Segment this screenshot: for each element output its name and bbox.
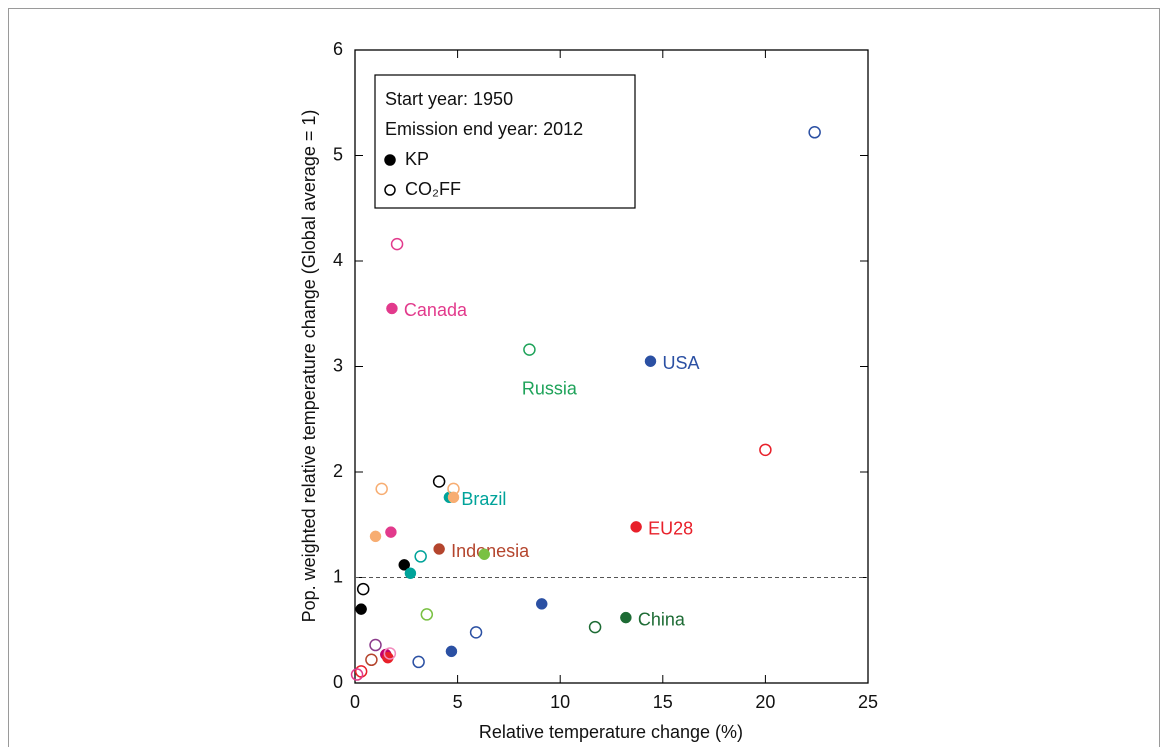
- point: [365, 653, 378, 667]
- x-tick-label: 25: [858, 692, 878, 712]
- point-label: Indonesia: [451, 541, 530, 561]
- legend-label: CO₂FF: [405, 179, 461, 199]
- point: [630, 521, 642, 533]
- point-label: USA: [662, 353, 699, 373]
- point-label: EU28: [648, 519, 693, 539]
- point: [386, 302, 398, 315]
- legend-note: Emission end year: 2012: [385, 119, 583, 139]
- point: [383, 647, 397, 660]
- point: [398, 559, 410, 571]
- y-axis-label: Pop. weighted relative temperature chang…: [299, 110, 319, 623]
- point: [355, 603, 367, 615]
- x-tick-label: 15: [653, 692, 673, 712]
- point: [523, 343, 536, 356]
- point: [644, 355, 657, 367]
- point: [385, 526, 397, 538]
- point: [447, 491, 460, 504]
- point: [478, 548, 491, 561]
- point: [808, 126, 821, 139]
- point: [535, 598, 548, 610]
- point: [759, 443, 772, 457]
- y-tick-label: 4: [333, 250, 343, 270]
- point: [588, 620, 602, 634]
- point: [350, 668, 364, 681]
- point: [390, 237, 404, 251]
- point: [369, 530, 382, 543]
- y-tick-label: 0: [333, 672, 343, 692]
- y-tick-label: 1: [333, 566, 343, 586]
- point: [432, 475, 446, 488]
- x-axis-label: Relative temperature change (%): [479, 722, 743, 742]
- point: [433, 543, 445, 555]
- x-tick-label: 10: [550, 692, 570, 712]
- point-label: Brazil: [461, 489, 506, 509]
- legend-box: [374, 74, 636, 209]
- x-tick-label: 0: [350, 692, 360, 712]
- point: [414, 550, 427, 563]
- point-label: Canada: [404, 300, 468, 320]
- point-label: Russia: [522, 378, 578, 398]
- x-tick-label: 20: [755, 692, 775, 712]
- legend-marker: [384, 154, 396, 166]
- point: [375, 482, 388, 496]
- point: [620, 611, 632, 624]
- point: [369, 638, 382, 652]
- y-tick-label: 3: [333, 355, 343, 375]
- point: [404, 567, 417, 580]
- point: [445, 645, 458, 658]
- frame: [8, 8, 1160, 747]
- y-tick-label: 5: [333, 144, 343, 164]
- point: [469, 626, 483, 639]
- point: [354, 665, 368, 678]
- legend-label: KP: [405, 149, 429, 169]
- legend-note: Start year: 1950: [385, 89, 513, 109]
- x-tick-label: 5: [453, 692, 463, 712]
- point-label: China: [638, 609, 686, 629]
- y-tick-label: 6: [333, 39, 343, 59]
- point: [447, 482, 460, 496]
- point: [420, 608, 434, 621]
- y-tick-label: 2: [333, 461, 343, 481]
- legend-marker: [384, 184, 396, 196]
- point: [356, 582, 370, 596]
- point: [412, 655, 425, 669]
